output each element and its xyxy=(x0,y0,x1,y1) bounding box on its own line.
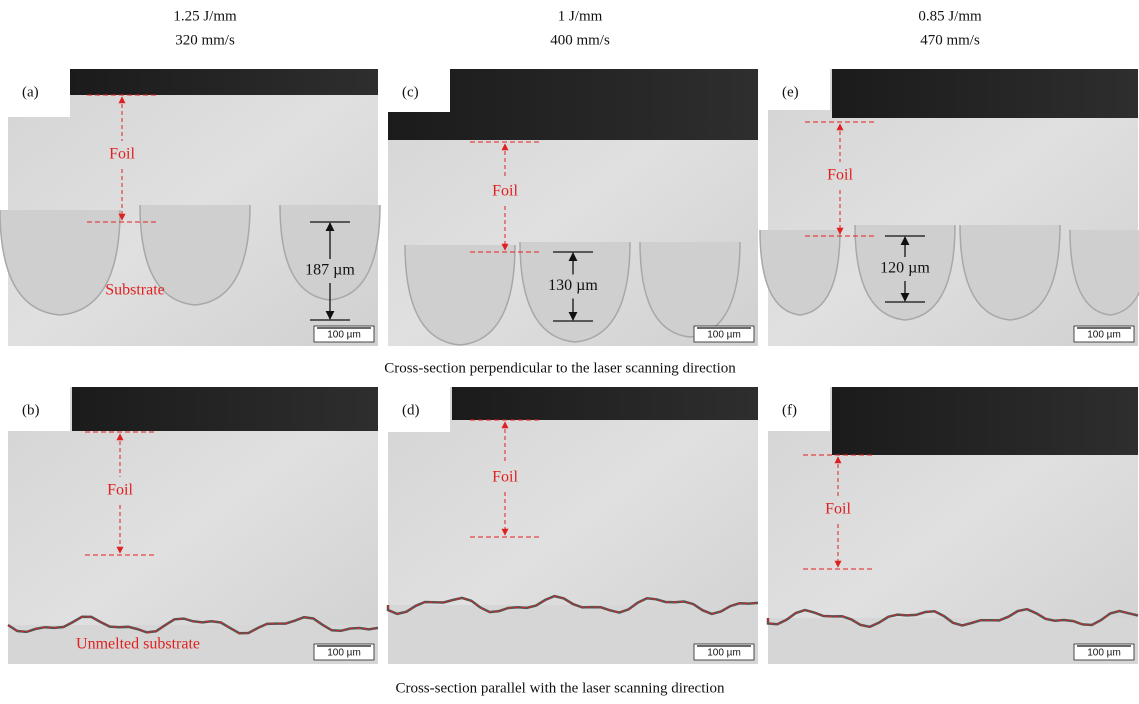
scale-bar-label: 100 µm xyxy=(327,330,361,341)
scale-bar-label: 100 µm xyxy=(1087,648,1121,659)
foil-label: Foil xyxy=(825,501,851,518)
panel-label: (a) xyxy=(22,84,39,100)
panel-label: (f) xyxy=(782,402,797,418)
panel-label: (c) xyxy=(402,84,419,100)
panel-label: (d) xyxy=(402,402,420,418)
foil-top-dark xyxy=(452,387,758,420)
depth-label: 120 µm xyxy=(880,260,930,277)
scale-bar-label: 100 µm xyxy=(1087,330,1121,341)
label-box xyxy=(768,69,830,110)
panel-label: (e) xyxy=(782,84,799,100)
region-label: Substrate xyxy=(105,282,165,299)
foil-label: Foil xyxy=(109,146,135,163)
label-box xyxy=(388,69,450,112)
column-energy: 0.85 J/mm xyxy=(918,8,982,24)
scale-bar-label: 100 µm xyxy=(327,648,361,659)
depth-label: 187 µm xyxy=(305,262,355,279)
figure: 1.25 J/mm 320 mm/s 1 J/mm 400 mm/s 0.85 J/mm… xyxy=(0,0,1139,704)
panel-label: (b) xyxy=(22,402,40,418)
row-caption: Cross-section parallel with the laser sc… xyxy=(395,680,725,696)
scale-bar-label: 100 µm xyxy=(707,330,741,341)
foil-label: Foil xyxy=(827,167,853,184)
region-label: Unmelted substrate xyxy=(76,636,200,653)
label-box xyxy=(768,387,830,431)
row-caption: Cross-section perpendicular to the laser… xyxy=(384,360,736,376)
column-energy: 1 J/mm xyxy=(558,8,603,24)
foil-label: Foil xyxy=(492,469,518,486)
column-energy: 1.25 J/mm xyxy=(173,8,237,24)
label-box xyxy=(8,69,70,117)
scale-bar-label: 100 µm xyxy=(707,648,741,659)
foil-top-dark xyxy=(832,69,1138,118)
foil-top-dark xyxy=(70,69,378,95)
foil-top-dark xyxy=(72,387,378,431)
column-speed: 400 mm/s xyxy=(550,32,610,48)
foil-label: Foil xyxy=(492,183,518,200)
column-speed: 470 mm/s xyxy=(920,32,980,48)
foil-label: Foil xyxy=(107,482,133,499)
column-speed: 320 mm/s xyxy=(175,32,235,48)
foil-top-dark xyxy=(832,387,1138,455)
depth-label: 130 µm xyxy=(548,277,598,294)
